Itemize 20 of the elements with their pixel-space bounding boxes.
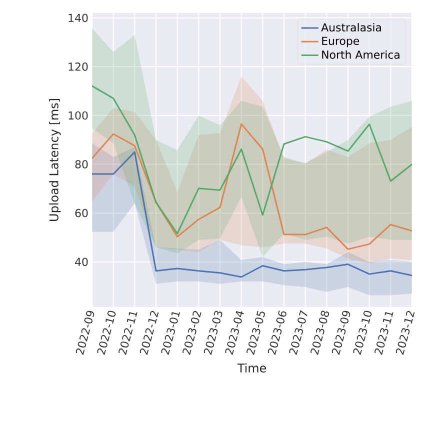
legend-label: Australasia: [321, 23, 381, 32]
x-tick-label: 2023-05: [246, 310, 265, 355]
y-axis-title: Upload Latency [ms]: [49, 99, 61, 221]
line-series: [92, 85, 412, 234]
legend-label: Europe: [322, 36, 360, 48]
x-tick-label: 2023-03: [204, 310, 222, 355]
y-tick-label: 140: [68, 14, 88, 22]
x-tick-label: 2023-07: [289, 310, 308, 355]
x-tick-label: 2023-08: [310, 310, 330, 355]
line-series: [92, 151, 412, 278]
y-tick-label: 100: [68, 111, 88, 120]
x-tick-label: 2023-06: [268, 310, 286, 355]
y-tick-label: 60: [75, 208, 88, 218]
y-tick-label: 40: [75, 258, 88, 266]
x-axis-title: Time: [237, 363, 266, 373]
x-tick-label: 2023-09: [332, 310, 350, 355]
y-tick-label: 120: [68, 62, 88, 71]
legend-label: North America: [322, 50, 400, 59]
line-series: [92, 123, 412, 250]
y-tick-label: 80: [75, 160, 88, 168]
